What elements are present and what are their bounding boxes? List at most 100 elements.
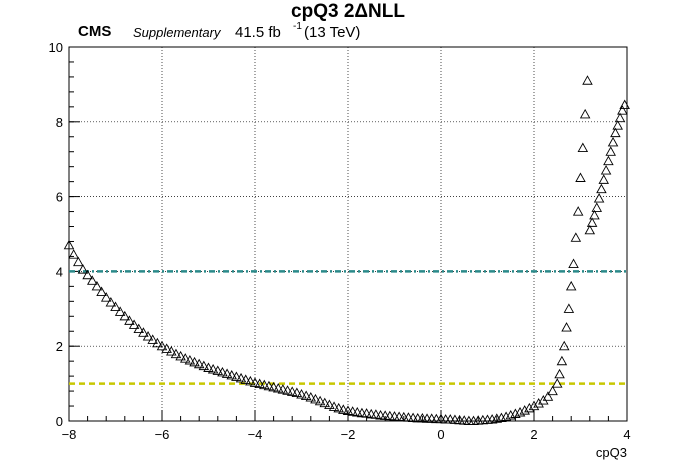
data-point: [586, 217, 598, 227]
data-point: [575, 172, 586, 182]
data-point: [570, 232, 582, 242]
data-point: [133, 323, 145, 334]
data-point: [212, 365, 224, 375]
data-point: [328, 401, 340, 411]
data-point: [551, 378, 563, 388]
data-point: [319, 397, 331, 408]
data-point: [593, 193, 605, 203]
data-point: [600, 164, 612, 175]
data-point: [384, 410, 396, 421]
x-tick-label: −8: [62, 427, 77, 442]
data-point: [286, 386, 298, 396]
data-point: [152, 337, 163, 348]
data-points: [63, 75, 630, 426]
data-point: [184, 354, 196, 365]
data-point: [612, 120, 623, 130]
data-point: [572, 206, 584, 216]
y-tick-label: 10: [49, 40, 63, 55]
data-point: [226, 369, 238, 380]
data-point: [431, 413, 442, 424]
data-point: [591, 202, 603, 212]
data-point: [614, 112, 626, 123]
data-point: [217, 366, 228, 377]
data-point: [542, 391, 554, 401]
data-point: [607, 136, 619, 147]
data-point: [598, 174, 610, 184]
data-point: [610, 127, 621, 138]
data-point: [156, 340, 168, 351]
data-point: [314, 395, 326, 406]
data-point: [361, 408, 372, 418]
data-point: [166, 346, 177, 356]
x-tick-label: 4: [623, 427, 630, 442]
y-tick-label: 6: [56, 190, 63, 205]
data-point: [324, 399, 335, 409]
data-point: [505, 409, 517, 420]
data-point: [519, 405, 530, 415]
data-point: [68, 249, 79, 259]
data-point: [568, 258, 579, 268]
energy-label: (13 TeV): [304, 24, 360, 41]
data-point: [86, 275, 98, 285]
data-point: [352, 406, 363, 417]
data-point: [100, 292, 112, 302]
lumi-exponent: -1: [293, 21, 302, 32]
data-point: [500, 411, 512, 421]
data-point: [533, 397, 544, 408]
data-point: [477, 414, 489, 425]
data-point: [203, 362, 214, 372]
data-point: [282, 385, 293, 395]
data-point: [110, 301, 121, 311]
data-point: [207, 363, 219, 374]
data-point: [235, 372, 247, 383]
grid: [69, 47, 627, 421]
data-point: [138, 327, 149, 337]
data-point: [254, 378, 265, 389]
data-point: [179, 353, 191, 363]
data-point: [563, 303, 575, 313]
data-point: [347, 406, 358, 416]
data-point: [240, 374, 251, 384]
data-point: [528, 400, 540, 411]
data-point: [514, 406, 526, 417]
data-point: [333, 402, 344, 413]
x-tick-label: 0: [437, 427, 444, 442]
data-point: [603, 155, 614, 166]
data-point: [128, 319, 140, 329]
data-point: [584, 224, 596, 235]
data-point: [370, 409, 382, 419]
data-point: [277, 384, 289, 394]
data-point: [263, 380, 275, 391]
data-point: [249, 377, 261, 387]
x-tick-label: −2: [341, 427, 356, 442]
lumi-label: 41.5 fb: [235, 24, 281, 41]
data-point: [617, 105, 628, 115]
data-point: [300, 390, 312, 400]
data-point: [558, 340, 570, 351]
data-point: [554, 368, 565, 379]
data-point: [440, 414, 451, 424]
y-tick-label: 0: [56, 414, 63, 429]
data-point: [73, 256, 84, 267]
data-point: [198, 360, 210, 371]
experiment-label: CMS: [78, 23, 111, 40]
data-point: [403, 412, 414, 422]
x-tick-label: −6: [155, 427, 170, 442]
data-point: [393, 411, 405, 421]
data-point: [147, 334, 158, 344]
y-tick-label: 2: [56, 339, 63, 354]
data-point: [114, 306, 126, 316]
x-axis-label: cpQ3: [596, 445, 627, 460]
data-point: [445, 414, 456, 424]
data-point: [338, 404, 349, 414]
data-point: [268, 381, 279, 392]
data-point: [579, 108, 591, 119]
x-tick-label: −4: [248, 427, 263, 442]
data-point: [296, 389, 307, 399]
data-point: [272, 383, 284, 393]
data-point: [458, 415, 470, 425]
data-point: [245, 375, 256, 386]
y-tick-label: 8: [56, 115, 63, 130]
data-point: [175, 350, 186, 361]
